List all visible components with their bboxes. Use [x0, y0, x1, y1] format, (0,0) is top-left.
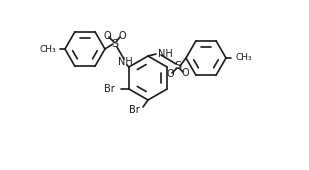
- Text: NH: NH: [158, 49, 173, 59]
- Text: CH₃: CH₃: [39, 45, 56, 54]
- Text: O: O: [103, 31, 111, 41]
- Text: CH₃: CH₃: [235, 54, 252, 63]
- Text: O: O: [118, 31, 126, 41]
- Text: Br: Br: [104, 84, 115, 94]
- Text: NH: NH: [117, 57, 132, 67]
- Text: S: S: [111, 39, 119, 49]
- Text: O: O: [181, 68, 189, 78]
- Text: O: O: [166, 69, 174, 79]
- Text: Br: Br: [129, 105, 140, 115]
- Text: S: S: [175, 61, 182, 71]
